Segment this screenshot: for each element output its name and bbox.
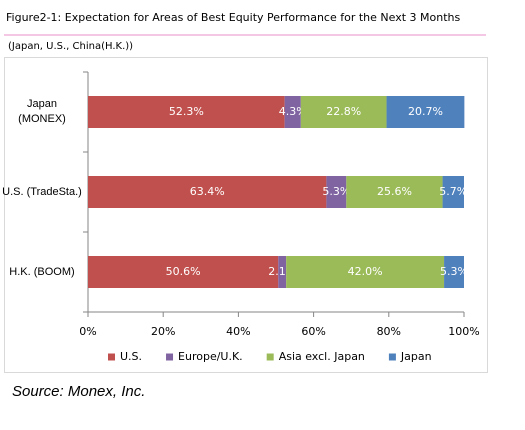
source-note: Source: Monex, Inc. [12, 383, 145, 400]
bar-segment [278, 256, 287, 288]
bar-segment [442, 176, 464, 208]
value-label: 42.0% [348, 265, 383, 278]
y-tick-label: Japan (MONEX) [18, 98, 66, 125]
legend-swatch [388, 353, 396, 361]
x-tick-label: 20% [151, 325, 175, 338]
bar-segment [286, 256, 445, 288]
bar-segment [284, 96, 301, 128]
bar-segment [88, 176, 327, 208]
legend-label: Japan [400, 350, 432, 363]
value-label: 5.7% [439, 185, 467, 198]
x-tick-label: 0% [79, 325, 96, 338]
bar-segment [346, 176, 443, 208]
chart-frame [4, 57, 488, 373]
value-label: 52.3% [169, 105, 204, 118]
bar-segment [386, 96, 465, 128]
value-label: 5.3% [440, 265, 468, 278]
value-label: 4.3% [279, 105, 307, 118]
value-label: 22.8% [326, 105, 361, 118]
bar-segment [88, 96, 285, 128]
legend-swatch [266, 353, 274, 361]
value-label: 25.6% [377, 185, 412, 198]
legend-label: Europe/U.K. [178, 350, 243, 363]
x-tick-label: 60% [301, 325, 325, 338]
x-tick-label: 40% [226, 325, 250, 338]
legend-swatch [166, 353, 174, 361]
value-label: 50.6% [166, 265, 201, 278]
bar-segment [444, 256, 464, 288]
legend-swatch [108, 353, 115, 361]
x-tick-label: 100% [448, 325, 479, 338]
chart-subtitle: (Japan, U.S., China(H.K.)) [8, 41, 133, 52]
bar-segment [326, 176, 347, 208]
legend-label: U.S. [120, 350, 142, 363]
value-label: 5.3% [322, 185, 350, 198]
value-label: 20.7% [408, 105, 443, 118]
value-label: 63.4% [190, 185, 225, 198]
bar-segment [88, 256, 279, 288]
y-tick-label: U.S. (TradeSta.) [2, 185, 82, 198]
x-tick-label: 80% [377, 325, 401, 338]
y-tick-label: H.K. (BOOM) [9, 265, 75, 278]
legend-label: Asia excl. Japan [279, 350, 365, 363]
bar-segment [300, 96, 387, 128]
chart-title: Figure2-1: Expectation for Areas of Best… [6, 11, 460, 24]
